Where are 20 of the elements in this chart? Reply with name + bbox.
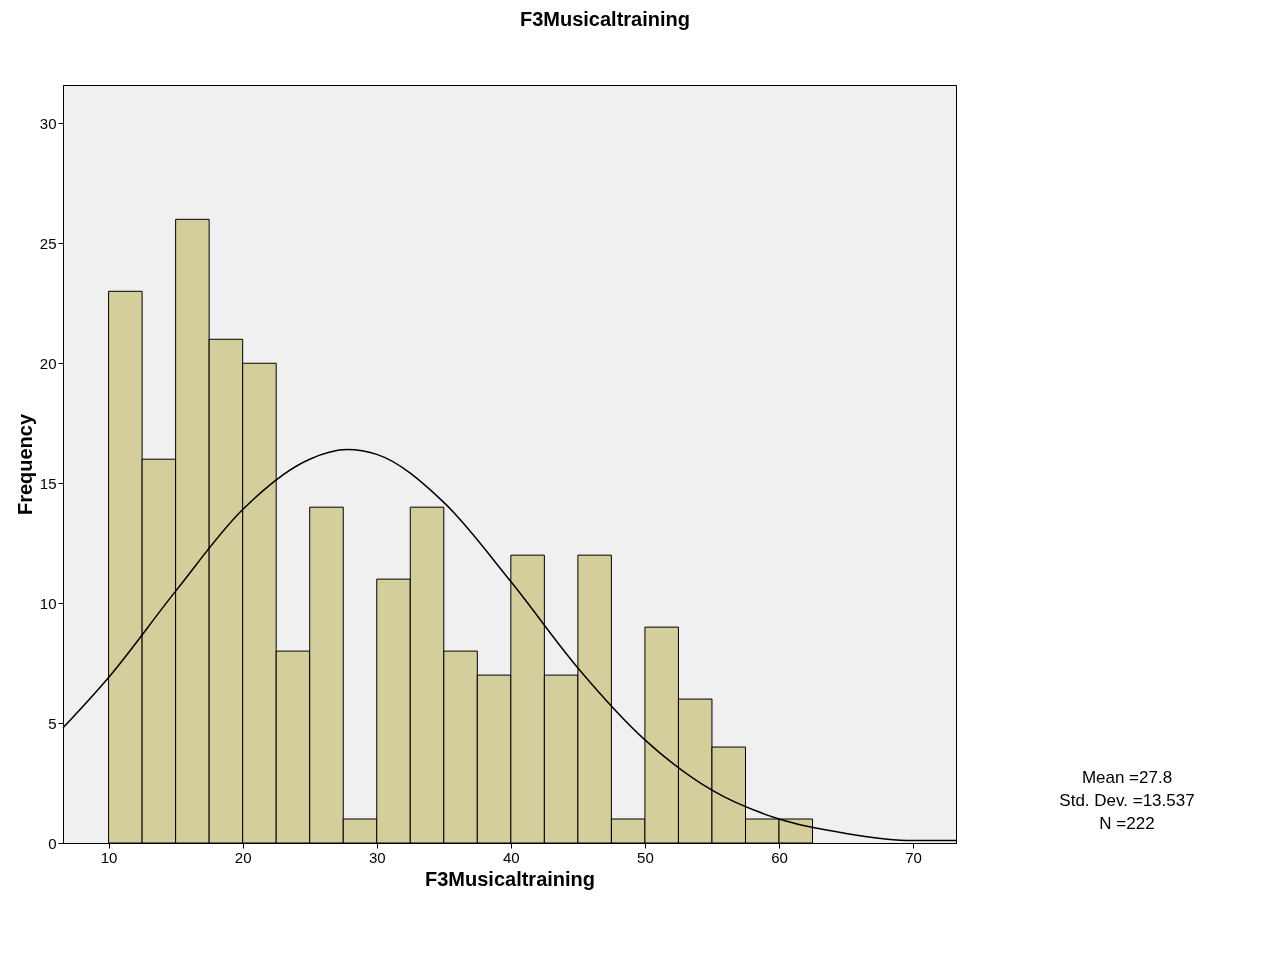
y-tick-label: 10 <box>39 594 57 612</box>
x-tick-label: 20 <box>234 848 252 866</box>
y-tick-label: 25 <box>39 234 57 252</box>
y-tick-label: 30 <box>39 114 57 132</box>
y-tick-label: 5 <box>48 714 57 732</box>
y-tick-label: 15 <box>39 474 57 492</box>
y-tick-label: 20 <box>39 354 57 372</box>
x-tick-label: 10 <box>100 848 118 866</box>
text: Std. Dev. =13.537 <box>1059 791 1195 810</box>
x-tick-label: 40 <box>503 848 520 866</box>
text: Mean =27.8 <box>1081 768 1173 787</box>
y-axis-title: Frequency <box>13 413 36 516</box>
x-axis-title: F3Musicaltraining <box>424 867 596 890</box>
x-tick-label: 30 <box>368 848 386 866</box>
x-tick-label: 50 <box>637 848 654 866</box>
text: N =222 <box>1099 814 1155 833</box>
y-tick-label: 0 <box>48 834 57 852</box>
x-tick-label: 60 <box>771 848 788 866</box>
x-tick-label: 70 <box>905 848 922 866</box>
chart-title: F3Musicaltraining <box>519 8 690 30</box>
